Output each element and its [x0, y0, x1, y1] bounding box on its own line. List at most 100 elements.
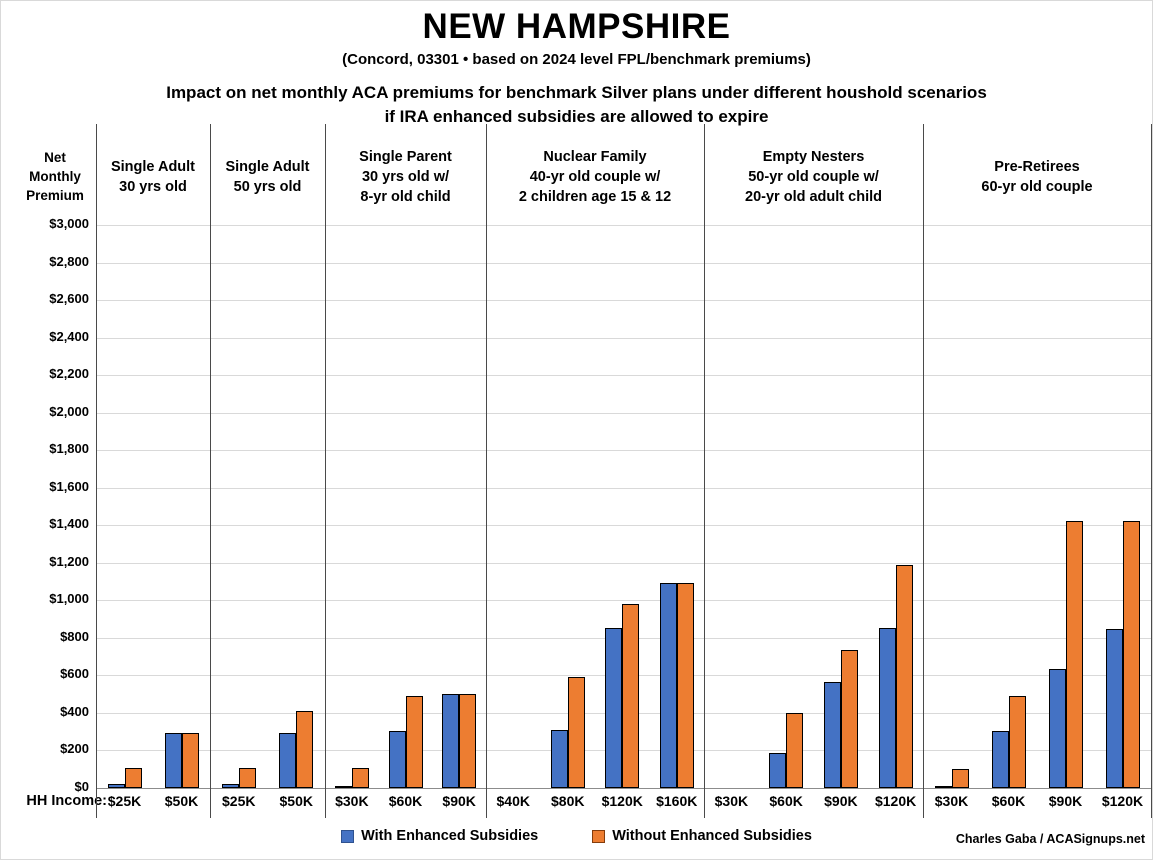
group-header: Single Adult 30 yrs old: [98, 136, 208, 218]
group-header-line: 60-yr old couple: [981, 179, 1093, 195]
bar-without-subsidies: [677, 583, 694, 788]
income-label: $60K: [388, 793, 423, 809]
hh-income-label: HH Income:: [26, 793, 107, 809]
legend-label-with-subsidies: With Enhanced Subsidies: [361, 828, 539, 844]
gridline: [96, 563, 1151, 564]
chart-heading-line1: Impact on net monthly ACA premiums for b…: [166, 83, 987, 102]
bar-with-subsidies: [1106, 629, 1123, 788]
group-header-line: Single Adult: [225, 158, 310, 175]
bar-with-subsidies: [442, 694, 459, 788]
bar-without-subsidies: [459, 694, 476, 788]
y-tick-label: $400: [60, 704, 89, 719]
bar-without-subsidies: [239, 768, 256, 788]
chart-heading-line2: if IRA enhanced subsidies are allowed to…: [384, 107, 769, 126]
group-divider: [325, 124, 326, 818]
bar-with-subsidies: [935, 786, 952, 789]
income-label: $50K: [279, 793, 313, 809]
chart-title: NEW HAMPSHIRE: [422, 7, 731, 46]
group-header-line: 2 children age 15 & 12: [518, 189, 672, 206]
y-axis-title-line: Premium: [26, 187, 84, 203]
group-divider: [486, 124, 487, 818]
income-label: $90K: [824, 793, 858, 809]
gridline: [96, 413, 1151, 414]
bar-with-subsidies: [222, 784, 239, 788]
income-label: $90K: [442, 793, 476, 809]
group-header: Empty Nesters 50-yr old couple w/20-yr ol…: [706, 136, 921, 218]
bar-without-subsidies: [896, 564, 913, 788]
group-divider: [96, 124, 97, 818]
bar-with-subsidies: [660, 583, 677, 788]
group-header-line: Pre-Retirees: [994, 158, 1080, 175]
income-label: $25K: [107, 793, 142, 809]
bar-without-subsidies: [786, 712, 803, 788]
bar-without-subsidies: [952, 769, 969, 788]
y-tick-label: $2,200: [49, 366, 89, 381]
group-header-line: Single Parent: [359, 148, 452, 165]
y-tick-label: $1,600: [49, 479, 89, 494]
income-label: $30K: [934, 793, 969, 809]
group-divider: [923, 124, 924, 818]
income-label: $60K: [991, 793, 1026, 809]
bar-with-subsidies: [165, 732, 182, 788]
group-divider: [1151, 124, 1152, 818]
bar-with-subsidies: [389, 730, 406, 788]
group-header-line: Empty Nesters: [762, 148, 865, 165]
bar-with-subsidies: [824, 681, 841, 788]
bar-with-subsidies: [335, 786, 352, 789]
group-header-line: 8-yr old child: [360, 189, 451, 206]
group-header-line: Single Adult: [110, 158, 196, 175]
income-label: $120K: [874, 793, 917, 809]
y-tick-label: $1,000: [49, 591, 89, 606]
income-label: $120K: [1101, 793, 1144, 809]
bar-with-subsidies: [879, 628, 896, 788]
y-axis-title: Net Monthly Premium: [17, 149, 93, 206]
income-label: $160K: [656, 793, 698, 809]
y-tick-label: $600: [60, 666, 89, 681]
y-tick-label: $3,000: [49, 216, 89, 231]
bar-with-subsidies: [992, 730, 1009, 788]
credit-attribution: Charles Gaba / ACASignups.net: [955, 832, 1145, 846]
bar-without-subsidies: [622, 604, 639, 788]
group-divider: [210, 124, 211, 818]
bar-with-subsidies: [1049, 668, 1066, 788]
legend-item-without-subsidies: Without Enhanced Subsidies: [592, 828, 812, 844]
x-axis-baseline: [96, 788, 1151, 789]
gridline: [96, 300, 1151, 301]
bar-without-subsidies: [1066, 520, 1083, 788]
y-tick-label: $200: [60, 741, 89, 756]
legend-label-without-subsidies: Without Enhanced Subsidies: [612, 828, 812, 844]
gridline: [96, 338, 1151, 339]
group-header: Single Parent 30 yrs old w/8-yr old child: [327, 136, 484, 218]
income-label: $80K: [551, 793, 585, 809]
group-divider: [704, 124, 705, 818]
bar-without-subsidies: [352, 768, 369, 788]
group-header: Nuclear Family 40-yr old couple w/2 child…: [488, 136, 702, 218]
group-header-line: Nuclear Family: [543, 148, 647, 165]
income-label: $60K: [769, 793, 803, 809]
y-tick-label: $1,200: [49, 554, 89, 569]
bar-without-subsidies: [296, 711, 313, 788]
y-tick-label: $1,400: [49, 516, 89, 531]
group-header-line: 30 yrs old: [119, 179, 187, 195]
bar-with-subsidies: [279, 732, 296, 788]
group-header: Pre-Retirees 60-yr old couple: [925, 136, 1149, 218]
legend-item-with-subsidies: With Enhanced Subsidies: [341, 828, 538, 844]
bar-without-subsidies: [568, 677, 585, 788]
gridline: [96, 488, 1151, 489]
bar-without-subsidies: [841, 650, 858, 788]
y-tick-label: $0: [74, 779, 89, 794]
income-label: $50K: [164, 793, 199, 809]
y-tick-label: $2,600: [49, 291, 89, 306]
y-tick-label: $1,800: [49, 441, 89, 456]
y-axis-title-line: Monthly: [29, 168, 81, 184]
gridline: [96, 375, 1151, 376]
y-tick-label: $2,000: [49, 404, 89, 419]
bar-without-subsidies: [406, 696, 423, 788]
gridline: [96, 263, 1151, 264]
group-header-line: 30 yrs old w/: [361, 168, 450, 185]
y-tick-label: $2,400: [49, 329, 89, 344]
income-label: $120K: [601, 793, 643, 809]
bar-with-subsidies: [605, 628, 622, 788]
income-label: $90K: [1048, 793, 1083, 809]
